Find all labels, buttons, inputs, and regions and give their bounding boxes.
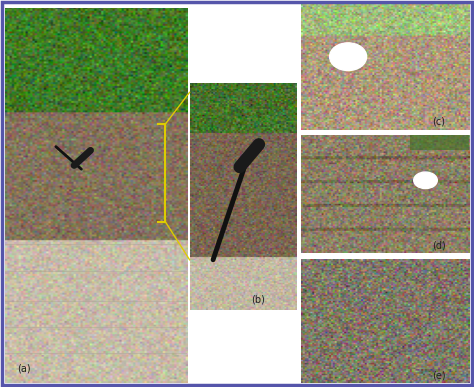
Text: (a): (a) (18, 364, 31, 374)
Text: (e): (e) (432, 370, 446, 380)
Circle shape (329, 43, 366, 70)
Circle shape (414, 172, 438, 188)
Text: (b): (b) (251, 295, 265, 305)
Text: (d): (d) (432, 241, 446, 251)
Bar (410, 135, 469, 150)
Text: (c): (c) (432, 116, 445, 127)
